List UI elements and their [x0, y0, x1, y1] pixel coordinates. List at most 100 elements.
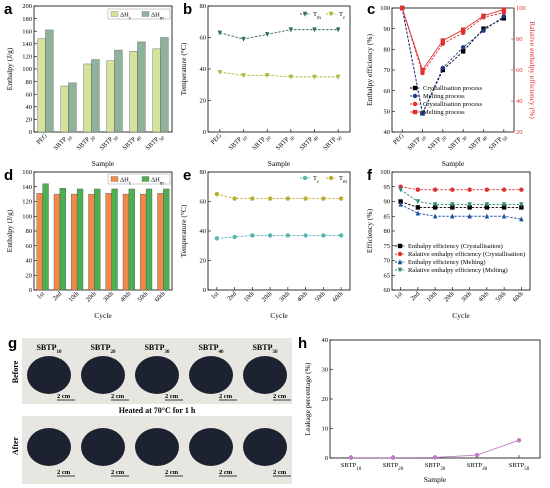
- data-point: [250, 233, 255, 238]
- y-axis-label: Leakage percentage (%): [303, 362, 312, 435]
- plot-frame: [329, 339, 541, 459]
- data-point: [264, 73, 270, 78]
- x-axis-label: Cycle: [452, 311, 470, 320]
- x-tick-label: 10th: [243, 290, 257, 304]
- data-point: [415, 199, 421, 205]
- x-tick-label: 1st: [394, 290, 404, 300]
- data-point: [467, 213, 472, 219]
- sample-label: SBTP10: [36, 343, 62, 355]
- x-tick-label: SBTP40: [298, 132, 320, 154]
- y-tick-label: 80: [384, 47, 391, 54]
- y-tick-label: 20: [26, 117, 33, 124]
- data-point: [399, 5, 405, 11]
- legend-marker: [412, 93, 418, 99]
- legend-marker: [397, 243, 403, 249]
- bar-ΔHm: [137, 41, 146, 133]
- photo-panel: SBTP10 2 cm 2 cm SBTP20 2 cm 2 cm SBTP30 2 cm 2 …: [11, 338, 292, 484]
- x-axis-label: Sample: [424, 475, 447, 484]
- data-point: [348, 455, 354, 460]
- bar-ΔHc: [60, 85, 69, 133]
- sample-disc-after: [243, 428, 287, 466]
- data-point: [285, 196, 291, 201]
- data-point: [285, 233, 291, 238]
- x-tick-label: 30th: [102, 290, 116, 304]
- y-tick-label: 140: [22, 184, 32, 191]
- y2-tick-label: 100: [516, 5, 526, 12]
- y-tick-label: 120: [22, 199, 32, 206]
- x-tick-label: SBTP20: [427, 132, 449, 154]
- data-point: [432, 205, 438, 210]
- x-tick-label: PEG: [35, 132, 49, 146]
- legend-swatch: [110, 176, 119, 182]
- data-point: [214, 191, 220, 197]
- data-point: [467, 205, 472, 210]
- y2-tick-label: 80: [516, 36, 523, 43]
- x-tick-label: 10th: [425, 290, 439, 304]
- y-axis-label: Enthalpy (J/g): [5, 47, 14, 90]
- data-point: [501, 202, 507, 208]
- y-axis-label: Temperature (°C): [179, 204, 188, 257]
- y-tick-label: 65: [384, 272, 391, 279]
- data-point: [288, 74, 294, 80]
- x-tick-label: SBTP30: [447, 132, 469, 154]
- y-tick-label: 95: [384, 184, 391, 191]
- y2-tick-label: 60: [516, 67, 523, 74]
- x-tick-label: 50th: [494, 290, 508, 304]
- data-point: [321, 233, 326, 238]
- x-tick-label: 30th: [278, 290, 292, 304]
- banner-text: Heated at 70°C for 1 h: [119, 406, 196, 415]
- data-point: [398, 199, 403, 204]
- panel-label-a: a: [4, 1, 13, 18]
- y-tick-label: 100: [22, 213, 32, 220]
- y-tick-label: 0: [29, 287, 32, 294]
- bar-ΔHm: [160, 37, 169, 133]
- x-tick-label: 1st: [210, 290, 220, 300]
- y-tick-label: 20: [200, 258, 207, 265]
- chart-b: 0 20 40 60 80 PEG SBTP10 SBTP20 SBTP30 SBTP40 SBTP…: [179, 3, 351, 168]
- legend-label: Tc: [313, 175, 320, 185]
- data-point: [420, 111, 425, 116]
- legend-label: ΔHm: [151, 12, 164, 22]
- sample-disc-before: [27, 356, 71, 394]
- x-tick-label: 30th: [460, 290, 474, 304]
- data-point: [484, 202, 490, 208]
- sample-label: SBTP30: [144, 343, 170, 355]
- bar-ΔHc: [88, 193, 95, 291]
- x-tick-label: 20th: [443, 290, 457, 304]
- panel-label-f: f: [367, 167, 373, 184]
- x-axis-label: Cycle: [270, 311, 288, 320]
- bar-ΔHc: [83, 63, 92, 133]
- series-line: [400, 201, 522, 208]
- y-tick-label: 90: [384, 26, 391, 33]
- data-point: [432, 202, 438, 208]
- data-point: [484, 187, 490, 192]
- chart-d: 0 20 40 60 80 100 120 140 160 1st 2nd 10th 20th 30th 4…: [5, 169, 173, 320]
- y-tick-label: 100: [380, 5, 390, 12]
- panel-label-c: c: [367, 1, 375, 18]
- data-point: [501, 7, 507, 12]
- data-point: [501, 205, 507, 210]
- y-tick-label: 140: [22, 41, 32, 48]
- data-point: [467, 202, 472, 208]
- legend-marker: [302, 11, 308, 17]
- scale-label: 2 cm: [111, 393, 125, 400]
- data-point: [312, 74, 317, 80]
- data-point: [217, 30, 223, 36]
- y-tick-label: 75: [384, 243, 391, 250]
- data-point: [460, 45, 466, 50]
- data-point: [519, 202, 524, 208]
- x-tick-label: SBTP30: [425, 462, 446, 472]
- y-tick-label: 0: [325, 455, 328, 462]
- data-point: [267, 233, 273, 238]
- bar-ΔHc: [53, 193, 61, 291]
- y-tick-label: 60: [200, 35, 207, 42]
- y-tick-label: 80: [200, 3, 207, 10]
- x-tick-label: SBTP30: [98, 132, 120, 154]
- data-point: [460, 27, 466, 32]
- x-tick-label: PEG: [392, 132, 406, 146]
- x-tick-label: SBTP40: [467, 132, 489, 154]
- y-axis-label: Temperature (°C): [179, 42, 188, 95]
- x-axis-label: Sample: [92, 159, 115, 168]
- legend-label: Enthalpy efficiency (Melting): [408, 259, 486, 266]
